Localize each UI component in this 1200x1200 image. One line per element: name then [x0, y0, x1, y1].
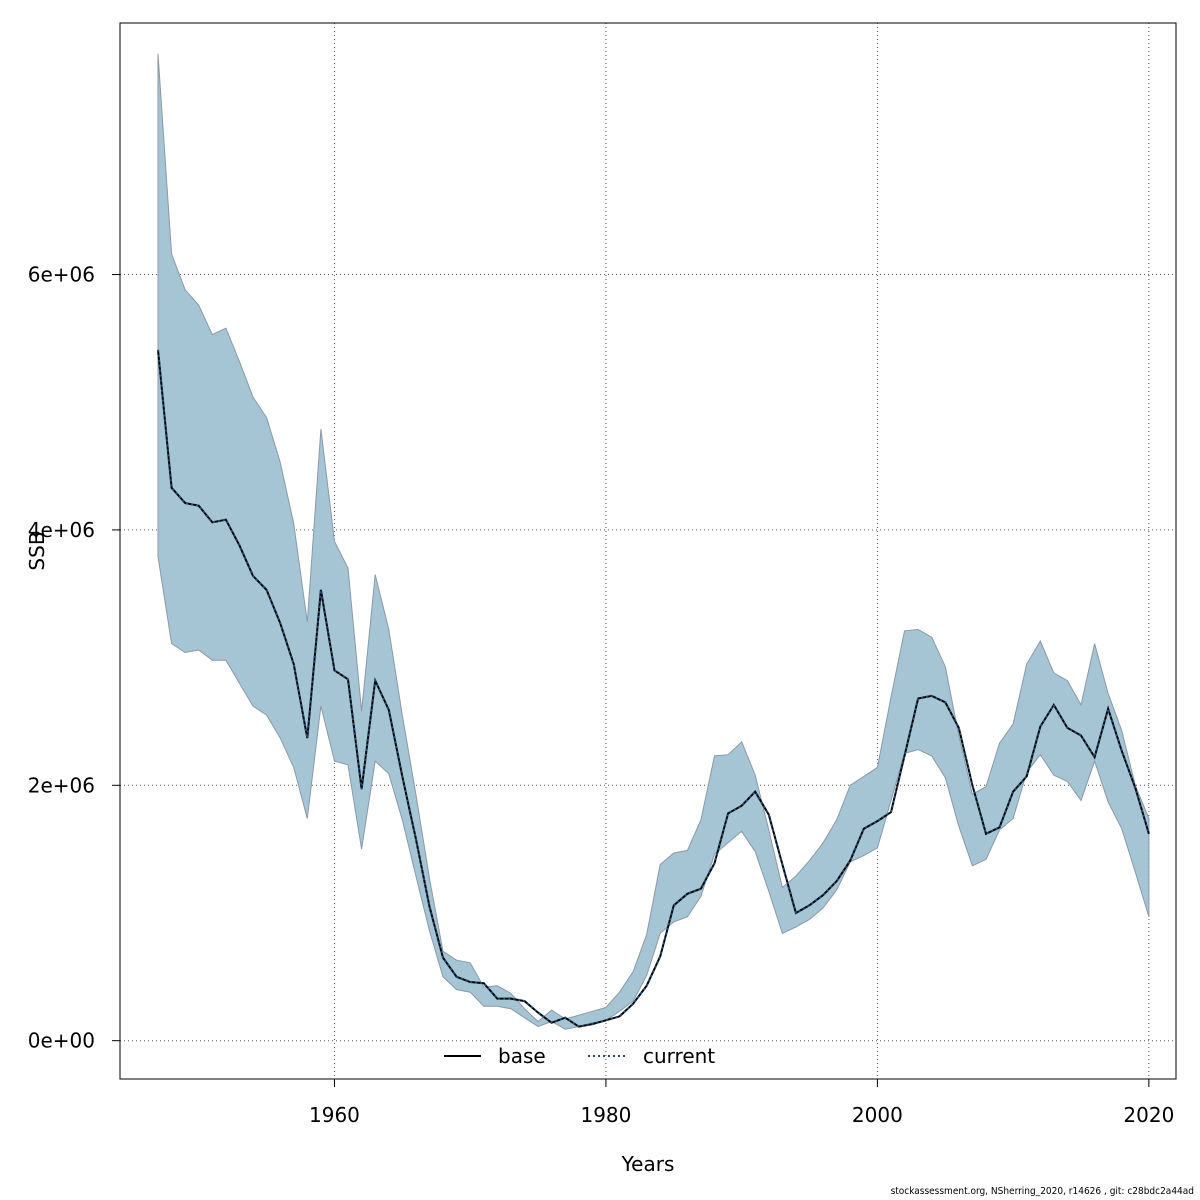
- current-series-line: [157, 349, 1150, 1028]
- footer-credit: stockassessment.org, NSherring_2020, r14…: [890, 1186, 1194, 1197]
- x-tick-label: 1960: [309, 1103, 360, 1127]
- x-tick-label: 2020: [1123, 1103, 1174, 1127]
- y-tick-label: 0e+00: [28, 1029, 95, 1053]
- grid-lines: [120, 23, 1176, 1079]
- y-axis-title: SSB: [25, 531, 49, 570]
- y-tick-label: 4e+06: [28, 518, 95, 542]
- x-tick-label: 2000: [852, 1103, 903, 1127]
- x-tick-label: 1980: [580, 1103, 631, 1127]
- plot-frame: [119, 22, 1177, 1080]
- legend: base current: [444, 1044, 715, 1068]
- y-tick-label: 6e+06: [28, 263, 95, 287]
- x-axis-title: Years: [621, 1152, 675, 1176]
- legend-current-label: current: [643, 1044, 715, 1068]
- y-axis: 0e+00 2e+06 4e+06 6e+06: [28, 263, 120, 1053]
- confidence-band: [157, 53, 1150, 1030]
- legend-base-label: base: [498, 1044, 546, 1068]
- y-tick-label: 2e+06: [28, 773, 95, 797]
- x-axis: 1960 1980 2000 2020: [309, 1079, 1174, 1127]
